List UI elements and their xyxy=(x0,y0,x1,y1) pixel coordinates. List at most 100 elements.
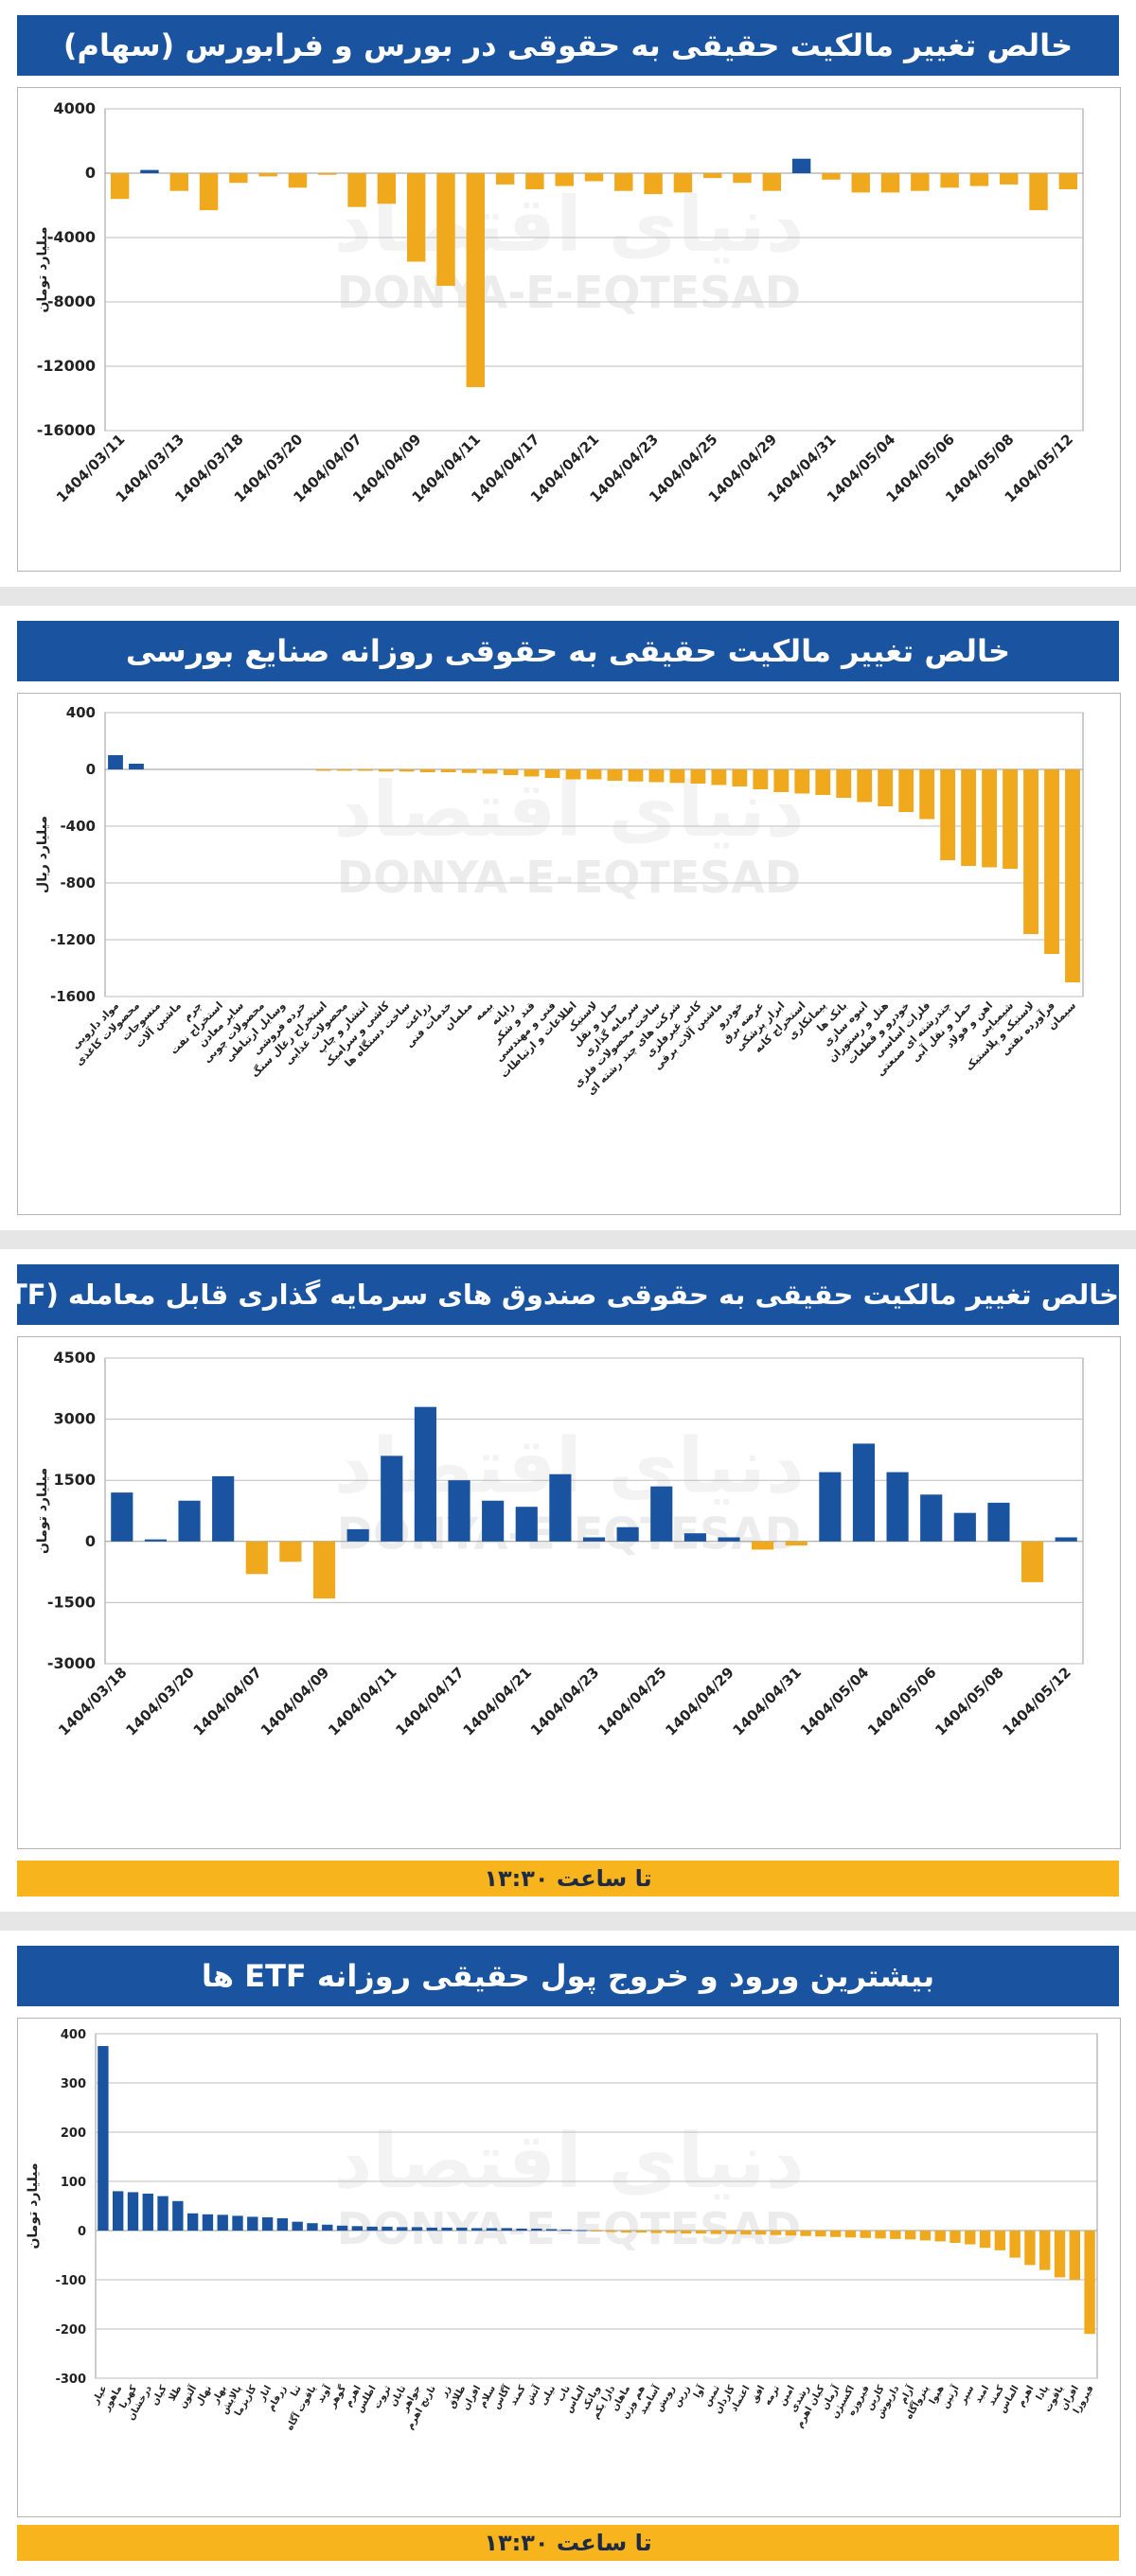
bar xyxy=(336,2225,348,2231)
bar xyxy=(377,173,397,204)
bar xyxy=(199,173,219,211)
bar xyxy=(217,2214,228,2231)
bar xyxy=(950,2231,961,2243)
bar xyxy=(880,173,900,193)
bar xyxy=(875,2231,886,2239)
y-tick-label: -300 xyxy=(55,2373,86,2387)
x-tick-label: نهال xyxy=(194,2384,214,2408)
bar xyxy=(1069,2231,1080,2280)
chart-frame: DONYA-E-EQTESAD دنیای اقتصاد 4000 0 -4000 -80… xyxy=(17,87,1121,572)
y-axis-label: میلیارد تومان xyxy=(35,1468,50,1554)
bar xyxy=(178,1500,201,1542)
bar xyxy=(419,769,435,772)
y-tick-label: 0 xyxy=(85,1532,96,1550)
bar xyxy=(965,2231,976,2245)
bar xyxy=(961,769,977,866)
bar xyxy=(683,1533,706,1542)
bar xyxy=(366,2226,378,2231)
bar xyxy=(381,1456,403,1542)
bar xyxy=(466,173,485,388)
chart-footer: تا ساعت ۱۳:۳۰ xyxy=(17,1861,1119,1897)
bar xyxy=(351,2226,364,2231)
bar xyxy=(172,2200,184,2231)
bar xyxy=(987,1502,1010,1542)
chart-frame: DONYA-E-EQTESAD دنیای اقتصاد 400 300 200 100 0… xyxy=(17,2018,1121,2517)
bar xyxy=(382,2226,393,2231)
bar xyxy=(456,2227,468,2231)
bar xyxy=(113,2191,124,2231)
bar xyxy=(232,2215,243,2231)
bar xyxy=(703,173,722,179)
bar xyxy=(852,1443,876,1542)
bar xyxy=(516,2228,527,2231)
bar xyxy=(819,1472,842,1542)
chart-footer: تا ساعت ۱۳:۳۰ xyxy=(17,2525,1119,2561)
bar xyxy=(791,158,811,173)
x-tick-label: کیان xyxy=(150,2384,169,2408)
bar xyxy=(857,769,873,803)
bar xyxy=(1058,173,1078,189)
bar xyxy=(545,2229,558,2231)
bar xyxy=(318,173,337,175)
x-tick-label: 1404/04/11 xyxy=(325,1664,400,1739)
bar xyxy=(247,2216,258,2231)
bar xyxy=(673,173,693,193)
bar xyxy=(994,2231,1006,2250)
y-tick-label: 0 xyxy=(86,761,96,778)
bar xyxy=(762,173,782,191)
y-tick-label: 0 xyxy=(85,164,96,182)
bar xyxy=(898,769,914,812)
bar xyxy=(979,2231,991,2249)
y-tick-label: -16000 xyxy=(37,421,96,439)
bar xyxy=(982,769,998,868)
bar xyxy=(733,173,752,184)
bar xyxy=(919,2231,932,2241)
bar xyxy=(616,1526,639,1542)
y-tick-label: 0 xyxy=(78,2225,86,2239)
bar xyxy=(144,1539,168,1542)
bar xyxy=(531,2228,542,2231)
bar xyxy=(919,769,935,820)
bar xyxy=(752,1541,774,1550)
bar xyxy=(436,173,455,286)
bar xyxy=(142,2194,153,2231)
bar xyxy=(860,2231,871,2238)
bar xyxy=(549,1473,572,1542)
x-tick-label: اهرم xyxy=(1016,2384,1036,2408)
bar xyxy=(140,169,159,173)
bar xyxy=(441,2227,453,2231)
y-axis-label: میلیارد تومان xyxy=(35,226,50,312)
bar xyxy=(582,1537,606,1542)
bar xyxy=(890,2231,901,2239)
bar xyxy=(482,769,498,774)
bar xyxy=(822,173,841,180)
bar xyxy=(212,1475,235,1542)
y-tick-label: -4000 xyxy=(47,228,96,246)
x-tick-label: زرین xyxy=(672,2384,693,2409)
chart-panel-3: خالص تغییر مالکیت حقیقی به حقوقی صندوق ه… xyxy=(0,1249,1136,1912)
bar xyxy=(276,2218,289,2231)
bar xyxy=(1029,173,1048,211)
bar xyxy=(565,769,581,780)
bar xyxy=(111,1492,133,1542)
bar xyxy=(414,1406,436,1542)
bar xyxy=(515,1507,538,1542)
bar xyxy=(940,173,959,188)
bar xyxy=(110,173,130,200)
bar xyxy=(440,769,456,772)
watermark-fa: دنیای اقتصاد xyxy=(333,2117,804,2205)
bar xyxy=(829,2231,842,2237)
bar xyxy=(127,2192,139,2231)
y-tick-label: 4500 xyxy=(53,1349,96,1367)
x-tick-label: 1404/04/17 xyxy=(392,1664,468,1739)
bar xyxy=(346,1528,369,1542)
bar xyxy=(1065,769,1080,982)
bar xyxy=(1023,769,1038,934)
bar xyxy=(157,2196,169,2231)
bar xyxy=(650,1486,673,1542)
y-tick-label: -3000 xyxy=(47,1654,96,1672)
bar xyxy=(690,769,706,784)
bar xyxy=(815,2231,826,2237)
